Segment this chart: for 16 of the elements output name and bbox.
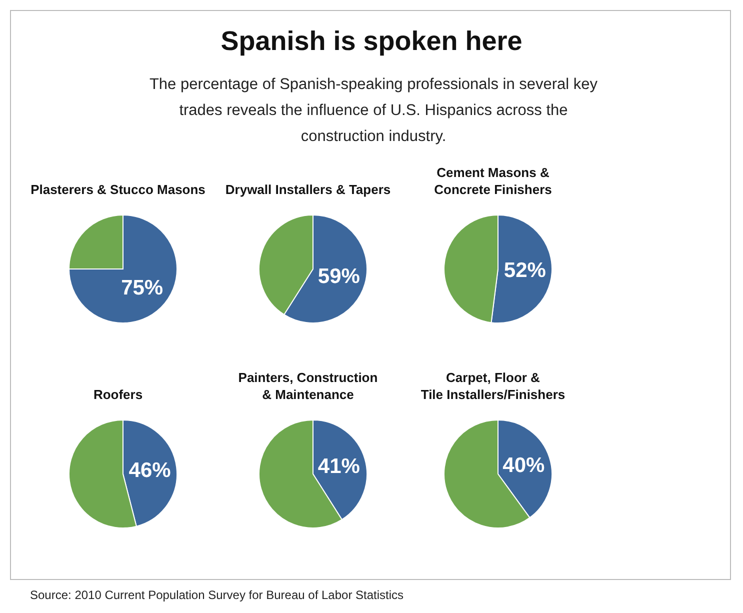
- data-label: 40%: [502, 454, 546, 478]
- pie-slice: [68, 214, 178, 324]
- chart-title: Drywall Installers & Tapers: [224, 181, 392, 198]
- text: Spanish is spoken here: [220, 26, 524, 57]
- data-label: 52%: [504, 259, 546, 282]
- chart-title: Carpet, Floor & Tile Installers/Finishers: [420, 369, 566, 403]
- data-label: 75%: [121, 276, 164, 300]
- data-label: 46%: [128, 459, 172, 482]
- chart-title: Plasterers & Stucco Masons: [30, 181, 206, 198]
- chart-title: Roofers: [92, 386, 144, 403]
- data-label: 59%: [318, 265, 360, 288]
- text: The percentage of Spanish-speaking professionals in several key trades reveals the influence of U.S. Hispanics across the construction industry.: [148, 75, 599, 147]
- source-note: Source: 2010 Current Population Survey for Bureau of Labor Statistics: [30, 588, 404, 602]
- chart-title: Painters, Construction & Maintenance: [237, 369, 379, 403]
- data-label: 41%: [318, 454, 360, 478]
- chart-title: Cement Masons & Concrete Finishers: [433, 164, 553, 198]
